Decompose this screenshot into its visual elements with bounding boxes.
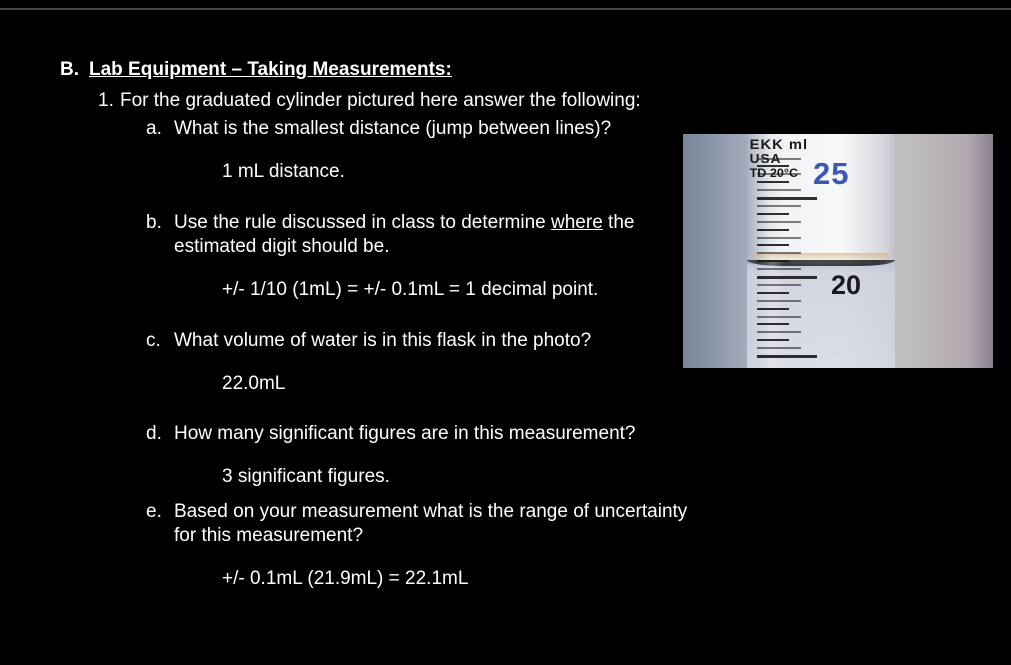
q1-prompt: For the graduated cylinder pictured here… <box>120 89 641 114</box>
graduation-half-line <box>757 316 801 318</box>
graduation-line <box>757 292 789 294</box>
section-letter: B. <box>60 59 79 80</box>
graduation-half-line <box>757 347 801 349</box>
scale-label-20: 20 <box>831 268 861 303</box>
q1c-letter: c. <box>146 329 174 354</box>
graduation-line <box>757 339 789 341</box>
graduation-line <box>757 197 817 200</box>
q1e: e. Based on your measurement what is the… <box>146 500 955 549</box>
q1d-letter: d. <box>146 422 174 447</box>
q1b-underlined: where <box>551 212 603 233</box>
q1d-text: How many significant figures are in this… <box>174 422 694 447</box>
q1d-answer: 3 significant figures. <box>146 465 955 490</box>
graduated-cylinder-photo: 20 EKK ml USA TD 20°C 25 <box>683 134 993 368</box>
graduation-half-line <box>757 252 801 254</box>
graduation-line <box>757 323 789 325</box>
graduation-half-line <box>757 284 801 286</box>
q1-num: 1. <box>98 89 120 114</box>
graduation-half-line <box>757 300 801 302</box>
graduation-line <box>757 355 817 358</box>
graduation-half-line <box>757 268 801 270</box>
graduation-line <box>757 308 789 310</box>
graduation-line <box>757 181 789 183</box>
graduation-line <box>757 260 789 262</box>
marking-brand: EKK ml <box>750 136 809 152</box>
blue-label-25: 25 <box>813 154 849 194</box>
q1c-answer: 22.0mL <box>146 372 955 397</box>
q1b-before: Use the rule discussed in class to deter… <box>174 212 551 233</box>
q1e-letter: e. <box>146 500 174 549</box>
graduation-line <box>757 244 789 246</box>
question-1: 1. For the graduated cylinder pictured h… <box>98 89 955 114</box>
q1e-answer: +/- 0.1mL (21.9mL) = 22.1mL <box>146 567 955 592</box>
cylinder-top-markings: EKK ml USA TD 20°C <box>750 136 809 181</box>
graduation-line <box>757 229 789 231</box>
section-title: B. Lab Equipment – Taking Measurements: <box>60 58 955 83</box>
divider-line <box>0 8 1011 10</box>
section-title-text: Lab Equipment – Taking Measurements: <box>89 59 452 80</box>
graduation-half-line <box>757 237 801 239</box>
graduation-half-line <box>757 205 801 207</box>
marking-usa: USA <box>750 152 809 167</box>
graduation-half-line <box>757 331 801 333</box>
q1e-text: Based on your measurement what is the ra… <box>174 500 694 549</box>
graduation-half-line <box>757 189 801 191</box>
graduation-half-line <box>757 221 801 223</box>
marking-td20c: TD 20°C <box>750 167 809 181</box>
q1b-letter: b. <box>146 211 174 260</box>
q1a-letter: a. <box>146 117 174 142</box>
graduation-line <box>757 213 789 215</box>
q1d: d. How many significant figures are in t… <box>146 422 955 447</box>
q1b-text: Use the rule discussed in class to deter… <box>174 211 694 260</box>
q1c-text: What volume of water is in this flask in… <box>174 329 694 354</box>
graduation-line <box>757 276 817 279</box>
q1a-text: What is the smallest distance (jump betw… <box>174 117 694 142</box>
